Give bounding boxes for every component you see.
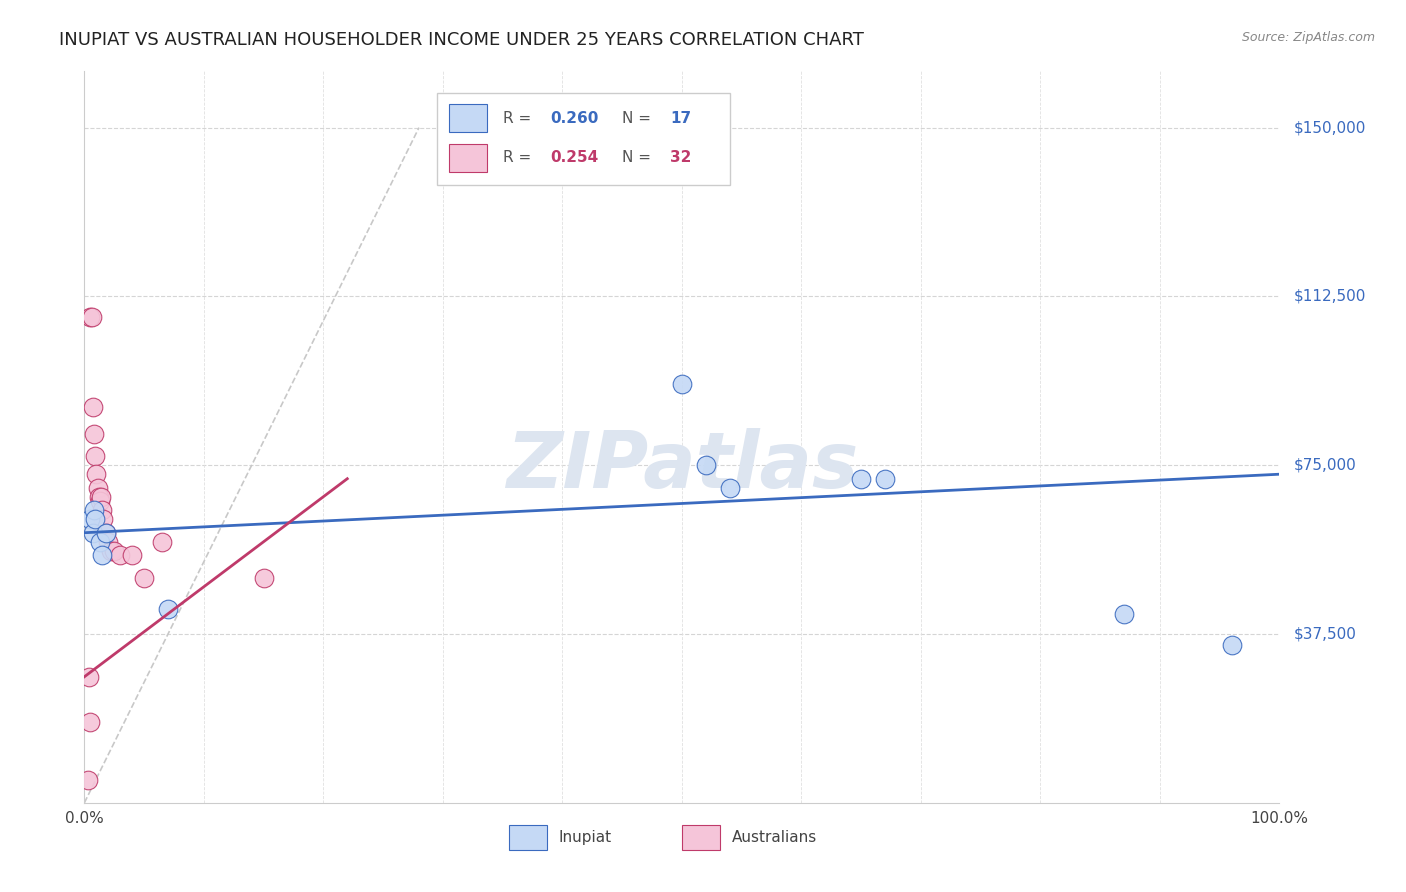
Text: Inupiat: Inupiat	[558, 830, 612, 846]
Point	[90, 490, 112, 504]
Point	[79, 714, 101, 729]
Point	[94, 525, 117, 540]
Bar	[449, 144, 486, 171]
Point	[718, 481, 741, 495]
Point	[93, 512, 115, 526]
Text: Australians: Australians	[733, 830, 817, 846]
Point	[87, 490, 110, 504]
Text: N =: N =	[623, 111, 657, 126]
Point	[1114, 607, 1136, 621]
Text: R =: R =	[503, 111, 536, 126]
Point	[695, 458, 717, 473]
Point	[121, 548, 143, 562]
Text: $150,000: $150,000	[1294, 120, 1367, 135]
Point	[89, 534, 111, 549]
Point	[1220, 638, 1243, 652]
Point	[82, 400, 104, 414]
Point	[83, 426, 105, 441]
Text: ZIPatlas: ZIPatlas	[506, 428, 858, 504]
Point	[79, 512, 101, 526]
Text: 32: 32	[671, 150, 692, 165]
Text: N =: N =	[623, 150, 657, 165]
Point	[89, 494, 111, 508]
Text: $75,000: $75,000	[1294, 458, 1357, 473]
Point	[671, 377, 693, 392]
Text: $112,500: $112,500	[1294, 289, 1367, 304]
FancyBboxPatch shape	[437, 94, 730, 185]
Text: $37,500: $37,500	[1294, 626, 1357, 641]
Text: R =: R =	[503, 150, 536, 165]
Point	[103, 543, 125, 558]
Point	[132, 571, 156, 585]
Point	[110, 548, 132, 562]
Point	[86, 481, 108, 495]
Point	[77, 773, 100, 788]
Text: 0.254: 0.254	[551, 150, 599, 165]
Point	[91, 503, 114, 517]
Point	[83, 503, 105, 517]
Point	[875, 472, 897, 486]
Point	[91, 548, 114, 562]
Text: 0.260: 0.260	[551, 111, 599, 126]
Point	[82, 525, 104, 540]
Bar	[682, 825, 720, 850]
Point	[77, 670, 100, 684]
Point	[100, 543, 122, 558]
Bar	[449, 104, 486, 132]
Point	[253, 571, 276, 585]
Point	[97, 534, 120, 549]
Point	[94, 525, 117, 540]
Text: INUPIAT VS AUSTRALIAN HOUSEHOLDER INCOME UNDER 25 YEARS CORRELATION CHART: INUPIAT VS AUSTRALIAN HOUSEHOLDER INCOME…	[59, 31, 863, 49]
Point	[851, 472, 873, 486]
Text: Source: ZipAtlas.com: Source: ZipAtlas.com	[1241, 31, 1375, 45]
Point	[84, 449, 107, 463]
Bar	[509, 825, 547, 850]
Point	[79, 310, 101, 324]
Point	[150, 534, 173, 549]
Point	[80, 310, 103, 324]
Point	[157, 602, 180, 616]
Text: 17: 17	[671, 111, 692, 126]
Point	[84, 512, 107, 526]
Point	[86, 467, 108, 482]
